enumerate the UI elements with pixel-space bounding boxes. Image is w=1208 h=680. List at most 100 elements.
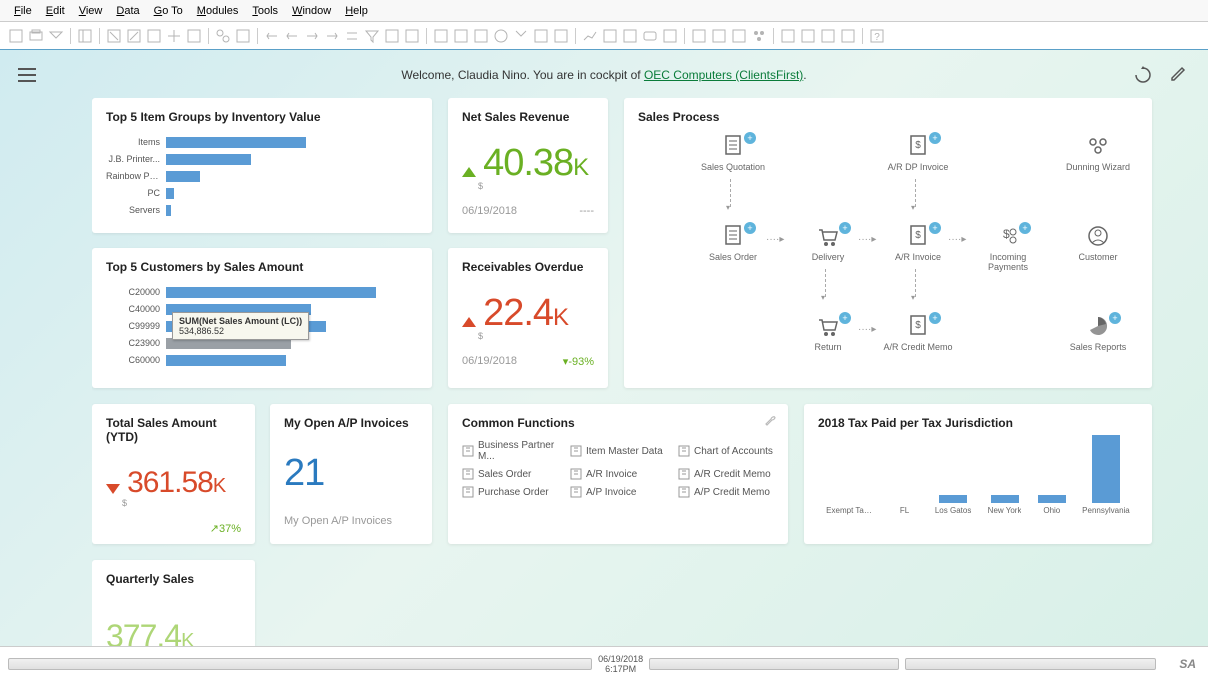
common-function-item[interactable]: Sales Order	[462, 468, 558, 480]
toolbar-icon-7[interactable]	[126, 28, 142, 44]
toolbar-icon-33[interactable]	[602, 28, 618, 44]
toolbar-icon-17[interactable]	[304, 28, 320, 44]
card-title: Quarterly Sales	[106, 572, 241, 586]
svg-text:$: $	[1003, 227, 1010, 241]
toolbar-icon-48[interactable]: ?	[869, 28, 885, 44]
toolbar-icon-4[interactable]	[77, 28, 93, 44]
common-function-item[interactable]: Item Master Data	[570, 440, 666, 462]
common-function-item[interactable]: Purchase Order	[462, 486, 558, 498]
process-add-icon[interactable]: +	[744, 222, 756, 234]
process-add-icon[interactable]: +	[1109, 312, 1121, 324]
scrollbar-mid[interactable]	[649, 658, 899, 670]
card-receivables: Receivables Overdue 22.4K $ 06/19/2018 ▾…	[448, 248, 608, 388]
toolbar-icon-19[interactable]	[344, 28, 360, 44]
menu-item-help[interactable]: Help	[339, 3, 374, 19]
common-function-item[interactable]: A/R Invoice	[570, 468, 666, 480]
toolbar-icon-0[interactable]	[8, 28, 24, 44]
edit-icon[interactable]	[1170, 66, 1188, 84]
kpi-change: ↗37%	[106, 522, 241, 535]
toolbar-icon-32[interactable]	[582, 28, 598, 44]
scrollbar-left[interactable]	[8, 658, 592, 670]
card-title: My Open A/P Invoices	[284, 416, 418, 430]
toolbar-icon-15[interactable]	[264, 28, 280, 44]
process-node-order[interactable]: Sales Order	[698, 224, 768, 262]
process-node-credit[interactable]: $A/R Credit Memo	[883, 314, 953, 352]
toolbar-icon-10[interactable]	[186, 28, 202, 44]
card-tax-chart: 2018 Tax Paid per Tax Jurisdiction Exemp…	[804, 404, 1152, 544]
vbar: Los Gatos	[935, 495, 971, 515]
process-node-return[interactable]: Return	[793, 314, 863, 352]
menu-item-data[interactable]: Data	[110, 3, 145, 19]
toolbar-icon-35[interactable]	[642, 28, 658, 44]
toolbar-icon-28[interactable]	[513, 28, 529, 44]
process-add-icon[interactable]: +	[929, 312, 941, 324]
card-title: Receivables Overdue	[462, 260, 594, 274]
process-node-incoming[interactable]: $Incoming Payments	[973, 224, 1043, 272]
process-node-reports[interactable]: Sales Reports	[1063, 314, 1133, 352]
menu-item-window[interactable]: Window	[286, 3, 337, 19]
toolbar-icon-36[interactable]	[662, 28, 678, 44]
scrollbar-right[interactable]	[905, 658, 1155, 670]
toolbar-icon-25[interactable]	[453, 28, 469, 44]
common-function-item[interactable]: A/R Credit Memo	[678, 468, 774, 480]
process-add-icon[interactable]: +	[839, 312, 851, 324]
toolbar-icon-22[interactable]	[404, 28, 420, 44]
menu-item-modules[interactable]: Modules	[191, 3, 245, 19]
menu-item-goto[interactable]: Go To	[148, 3, 189, 19]
toolbar-icon-27[interactable]	[493, 28, 509, 44]
hamburger-icon[interactable]	[18, 68, 36, 85]
toolbar-icon-6[interactable]	[106, 28, 122, 44]
process-node-dunning[interactable]: Dunning Wizard	[1063, 134, 1133, 172]
kpi-value: 361.58	[127, 466, 213, 499]
hbar-row: J.B. Printer...	[106, 151, 418, 167]
toolbar-icon-9[interactable]	[166, 28, 182, 44]
toolbar-icon-45[interactable]	[820, 28, 836, 44]
toolbar-icon-13[interactable]	[235, 28, 251, 44]
toolbar-icon-20[interactable]	[364, 28, 380, 44]
toolbar-icon-38[interactable]	[691, 28, 707, 44]
process-add-icon[interactable]: +	[929, 132, 941, 144]
process-add-icon[interactable]: +	[839, 222, 851, 234]
process-node-arinv[interactable]: $A/R Invoice	[883, 224, 953, 262]
toolbar-icon-16[interactable]	[284, 28, 300, 44]
toolbar-icon-26[interactable]	[473, 28, 489, 44]
toolbar-icon-44[interactable]	[800, 28, 816, 44]
toolbar-icon-8[interactable]	[146, 28, 162, 44]
process-node-quot[interactable]: Sales Quotation	[698, 134, 768, 172]
hbar-row: Items	[106, 134, 418, 150]
toolbar-icon-18[interactable]	[324, 28, 340, 44]
cockpit-link[interactable]: OEC Computers (ClientsFirst)	[644, 68, 803, 82]
wrench-icon[interactable]	[764, 414, 778, 428]
menu-item-edit[interactable]: Edit	[40, 3, 71, 19]
common-function-item[interactable]: Business Partner M...	[462, 440, 558, 462]
toolbar-icon-39[interactable]	[711, 28, 727, 44]
toolbar-icon-46[interactable]	[840, 28, 856, 44]
process-node-dp[interactable]: $A/R DP Invoice	[883, 134, 953, 172]
toolbar-icon-12[interactable]	[215, 28, 231, 44]
card-title: Sales Process	[638, 110, 1138, 124]
common-function-item[interactable]: A/P Invoice	[570, 486, 666, 498]
process-add-icon[interactable]: +	[744, 132, 756, 144]
menu-item-view[interactable]: View	[73, 3, 109, 19]
refresh-icon[interactable]	[1134, 66, 1152, 84]
toolbar-icon-24[interactable]	[433, 28, 449, 44]
process-add-icon[interactable]: +	[929, 222, 941, 234]
common-function-item[interactable]: A/P Credit Memo	[678, 486, 774, 498]
toolbar-icon-29[interactable]	[533, 28, 549, 44]
toolbar-icon-30[interactable]	[553, 28, 569, 44]
common-function-item[interactable]: Chart of Accounts	[678, 440, 774, 462]
toolbar-icon-21[interactable]	[384, 28, 400, 44]
toolbar-icon-41[interactable]	[751, 28, 767, 44]
process-node-customer[interactable]: Customer	[1063, 224, 1133, 262]
toolbar-icon-40[interactable]	[731, 28, 747, 44]
toolbar-icon-43[interactable]	[780, 28, 796, 44]
toolbar-icon-1[interactable]	[28, 28, 44, 44]
menu-item-tools[interactable]: Tools	[246, 3, 284, 19]
menu-item-file[interactable]: File	[8, 3, 38, 19]
process-add-icon[interactable]: +	[1019, 222, 1031, 234]
card-top5-customers: Top 5 Customers by Sales Amount C20000C4…	[92, 248, 432, 388]
toolbar-icon-34[interactable]	[622, 28, 638, 44]
toolbar-icon-2[interactable]	[48, 28, 64, 44]
process-node-delivery[interactable]: Delivery	[793, 224, 863, 262]
card-net-sales: Net Sales Revenue 40.38K $ 06/19/2018 --…	[448, 98, 608, 233]
